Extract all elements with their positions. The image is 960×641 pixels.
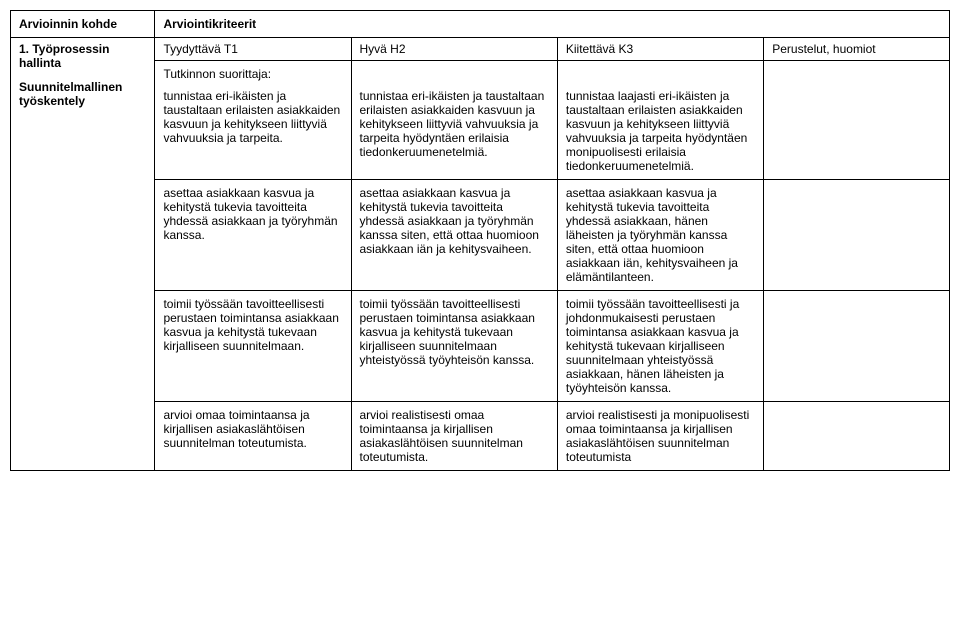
cell-remarks — [764, 291, 950, 402]
cell-t1: asettaa asiakkaan kasvua ja kehitystä tu… — [155, 180, 351, 291]
cell-remarks — [764, 61, 950, 180]
cell-h2: tunnistaa eri-ikäisten ja taustaltaan er… — [351, 61, 557, 180]
subheader: Tutkinnon suorittaja: — [163, 67, 342, 81]
cell-k3: arvioi realistisesti ja monipuolisesti o… — [557, 402, 763, 471]
level-h2: Hyvä H2 — [351, 38, 557, 61]
section-title-cell: 1. Työprosessin hallinta Suunnitelmallin… — [11, 38, 155, 471]
header-col2: Arviointikriteerit — [155, 11, 950, 38]
assessment-table: Arvioinnin kohde Arviointikriteerit 1. T… — [10, 10, 950, 471]
cell-h2: toimii työssään tavoitteellisesti perust… — [351, 291, 557, 402]
level-k3: Kiitettävä K3 — [557, 38, 763, 61]
text-t1: tunnistaa eri-ikäisten ja taustaltaan er… — [163, 89, 342, 145]
cell-h2: asettaa asiakkaan kasvua ja kehitystä tu… — [351, 180, 557, 291]
cell-h2: arvioi realistisesti omaa toimintaansa j… — [351, 402, 557, 471]
cell-t1: arvioi omaa toimintaansa ja kirjallisen … — [155, 402, 351, 471]
cell-k3: toimii työssään tavoitteellisesti ja joh… — [557, 291, 763, 402]
level-row: 1. Työprosessin hallinta Suunnitelmallin… — [11, 38, 950, 61]
cell-remarks — [764, 402, 950, 471]
section-title-2: Suunnitelmallinen työskentely — [19, 80, 146, 108]
level-remarks: Perustelut, huomiot — [764, 38, 950, 61]
cell-k3: tunnistaa laajasti eri-ikäisten ja taust… — [557, 61, 763, 180]
text-k3: tunnistaa laajasti eri-ikäisten ja taust… — [566, 89, 755, 173]
cell-t1: toimii työssään tavoitteellisesti perust… — [155, 291, 351, 402]
cell-k3: asettaa asiakkaan kasvua ja kehitystä tu… — [557, 180, 763, 291]
table-header-row: Arvioinnin kohde Arviointikriteerit — [11, 11, 950, 38]
cell-t1: Tutkinnon suorittaja: tunnistaa eri-ikäi… — [155, 61, 351, 180]
level-t1: Tyydyttävä T1 — [155, 38, 351, 61]
text-h2: tunnistaa eri-ikäisten ja taustaltaan er… — [360, 89, 549, 159]
header-col1: Arvioinnin kohde — [11, 11, 155, 38]
section-title-1: 1. Työprosessin hallinta — [19, 42, 146, 70]
cell-remarks — [764, 180, 950, 291]
